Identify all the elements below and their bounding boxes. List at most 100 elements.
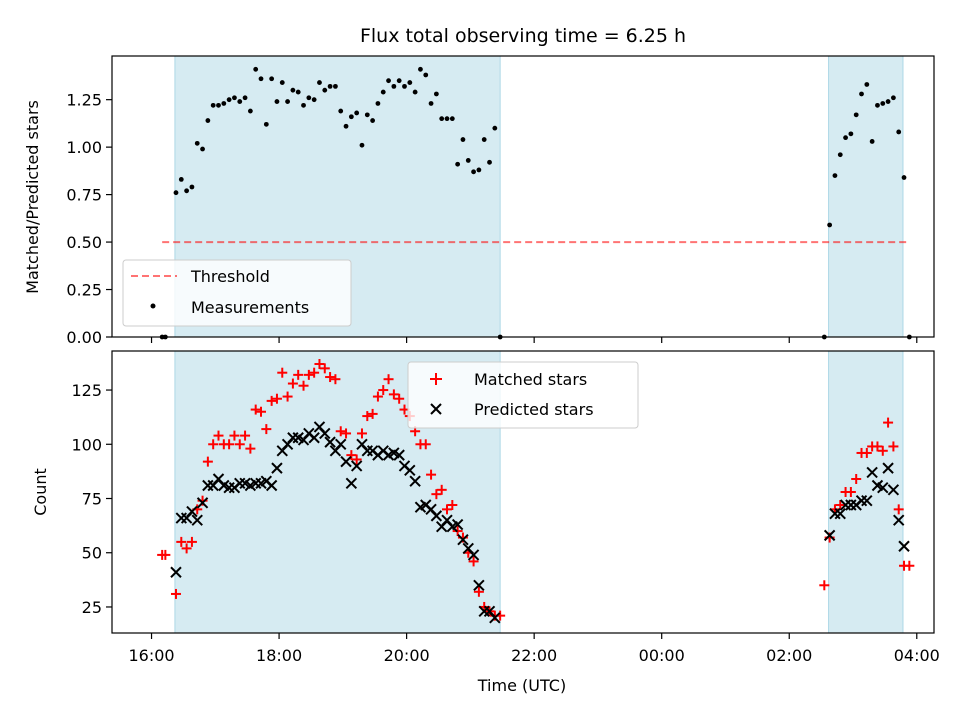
matched-star-point (893, 504, 904, 515)
bottom-plot-frame (111, 350, 935, 634)
measurement-point (279, 80, 285, 85)
top-plot-frame (111, 55, 935, 338)
y-tick-label: 0.25 (66, 281, 102, 300)
measurement-point (439, 116, 445, 122)
measurement-point (194, 140, 200, 146)
predicted-star-point (473, 579, 485, 591)
matched-star-point (309, 367, 320, 378)
predicted-star-point (451, 518, 464, 531)
predicted-star-point (308, 432, 320, 444)
matched-star-point (256, 406, 267, 417)
measurement-point (205, 118, 211, 123)
measurements-legend-label: Measurements (191, 298, 309, 317)
predicted-star-point (457, 534, 469, 546)
measurement-point (890, 95, 896, 101)
measurement-point (444, 116, 450, 122)
predicted-star-point (834, 507, 846, 520)
matched-star-point (420, 439, 431, 450)
measurement-point (423, 72, 429, 78)
matched-star-point (181, 543, 192, 554)
measurement-point (189, 184, 195, 190)
predicted-star-point (265, 479, 278, 492)
measurement-point (327, 83, 333, 89)
measurement-point (263, 121, 269, 127)
measurement-point (843, 135, 848, 141)
matched-star-point (282, 391, 293, 402)
predicted-star-point (467, 549, 480, 561)
bottom-y-ticks: 25 50 75 100 125 (71, 381, 112, 617)
y-tick-label: 125 (71, 381, 102, 400)
top-y-ticks: 0.00 0.25 0.50 0.75 1.00 1.25 (66, 91, 112, 347)
predicted-star-point (893, 514, 905, 526)
matched-star-point (245, 443, 256, 454)
bottom-legend: Matched stars Predicted stars (407, 361, 639, 429)
y-tick-label: 100 (71, 435, 102, 454)
measurement-point (210, 102, 216, 108)
matched-star-point (351, 454, 362, 465)
measurement-point (465, 158, 471, 163)
x-tick-label: 04:00 (894, 646, 940, 665)
measurement-point (853, 112, 859, 118)
measurement-point (391, 83, 397, 89)
measurement-point (428, 101, 434, 106)
y-tick-label: 0.75 (66, 186, 102, 205)
measurement-point (221, 101, 227, 106)
matched-star-point (277, 367, 288, 378)
measurement-point (364, 112, 370, 118)
predicted-star-point (186, 505, 198, 518)
matched-star-point (851, 473, 862, 484)
measurement-point (343, 123, 349, 129)
matched-star-point (426, 469, 437, 480)
matched-star-point (341, 428, 352, 439)
matched-star-point (170, 588, 181, 599)
predicted-legend-swatch (430, 403, 442, 415)
predicted-star-point (887, 484, 900, 496)
measurement-point (869, 139, 875, 144)
measurement-point (173, 190, 179, 196)
threshold-legend-label: Threshold (190, 267, 270, 286)
measurement-point (258, 76, 264, 82)
matched-star-point (314, 359, 325, 370)
predicted-star-point (319, 427, 331, 440)
y-tick-label: 1.25 (66, 91, 102, 110)
measurement-point (253, 66, 259, 72)
y-tick-label: 25 (82, 598, 102, 617)
measurement-point (354, 110, 360, 116)
measurement-point (896, 129, 902, 135)
matched-star-point (378, 385, 389, 396)
matched-star-point (473, 586, 484, 597)
measurement-point (216, 102, 221, 108)
matched-star-point (877, 445, 888, 456)
measurement-point (885, 99, 891, 104)
matched-star-point (303, 369, 314, 380)
bottom-y-axis-label: Count (31, 468, 50, 516)
measurements-legend-swatch (150, 303, 156, 309)
measurement-point (827, 222, 833, 228)
matched-star-point (356, 428, 367, 439)
measurement-point (317, 80, 322, 85)
measurement-point (837, 152, 843, 158)
matched-star-point (904, 560, 915, 571)
top-y-axis-label: Matched/Predicted stars (23, 100, 42, 294)
predicted-star-point (866, 466, 878, 479)
bottom-panel: 25 50 75 100 125 16:00 18:00 20:00 22:00 00:00 02… (31, 350, 940, 695)
matched-star-point (261, 424, 272, 435)
matched-star-point (367, 408, 378, 419)
x-tick-label: 00:00 (639, 646, 685, 665)
matched-star-point (383, 374, 394, 385)
matched-star-point (325, 372, 336, 383)
measurement-point (200, 146, 205, 152)
predicted-star-point (393, 449, 405, 461)
measurement-point (348, 114, 354, 120)
matched-star-point (845, 487, 856, 497)
measurement-point (487, 159, 492, 165)
matched-legend-swatch (430, 373, 442, 385)
measurement-point (226, 97, 232, 103)
bottom-legend-box (407, 361, 639, 429)
matched-star-point (436, 484, 447, 495)
matched-star-point (388, 389, 399, 400)
measurement-point (848, 131, 854, 137)
predicted-star-point (196, 497, 209, 509)
bottom-x-ticks: 16:00 18:00 20:00 22:00 00:00 02:00 04:00 (128, 633, 940, 665)
